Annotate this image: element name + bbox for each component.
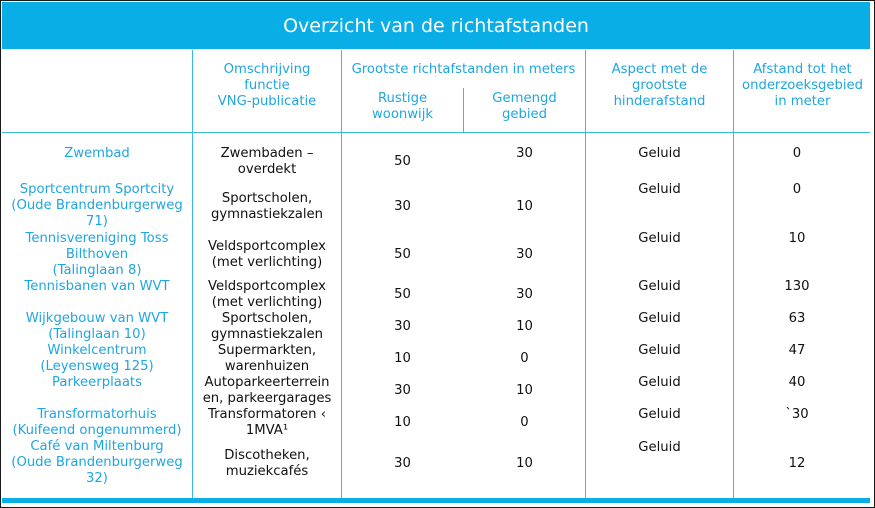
function-description: Supermarkten, warenhuizen bbox=[217, 343, 317, 374]
location-name: Winkelcentrum (Leyensweg 125) bbox=[40, 343, 154, 374]
aspect-value: Geluid bbox=[638, 182, 681, 197]
aspect-value: Geluid bbox=[638, 343, 681, 358]
header-quiet-residential: Rustige woonwijk bbox=[371, 91, 434, 122]
function-description: Autoparkeerterrein en, parkeergarages bbox=[202, 375, 332, 406]
function-description: Sportscholen, gymnastiekzalen bbox=[210, 311, 324, 342]
header-divider bbox=[2, 132, 870, 133]
function-description: Transformatoren ‹ 1MVA¹ bbox=[208, 407, 326, 438]
divider bbox=[733, 50, 734, 498]
quiet-distance: 50 bbox=[394, 247, 411, 262]
mixed-distance: 10 bbox=[516, 456, 533, 471]
mixed-distance: 30 bbox=[516, 146, 533, 161]
header-largest-distances: Grootste richtafstanden in meters bbox=[351, 62, 576, 77]
location-name: Café van Miltenburg (Oude Brandenburgerw… bbox=[11, 439, 183, 486]
quiet-distance: 50 bbox=[394, 287, 411, 302]
header-mixed-area: Gemengd gebied bbox=[492, 91, 557, 122]
aspect-value: Geluid bbox=[638, 311, 681, 326]
aspect-value: Geluid bbox=[638, 279, 681, 294]
mixed-distance: 0 bbox=[520, 415, 529, 430]
header-description: Omschrijving functie VNG-publicatie bbox=[217, 62, 317, 109]
mixed-distance: 10 bbox=[516, 199, 533, 214]
function-description: Discotheken, muziekcafés bbox=[224, 448, 310, 479]
quiet-distance: 10 bbox=[394, 415, 411, 430]
bottom-bar bbox=[2, 498, 870, 503]
mixed-distance: 30 bbox=[516, 247, 533, 262]
divider bbox=[585, 50, 586, 498]
mixed-distance: 10 bbox=[516, 319, 533, 334]
quiet-distance: 30 bbox=[394, 383, 411, 398]
aspect-value: Geluid bbox=[638, 231, 681, 246]
header-distance: Afstand tot het onderzoeksgebied in mete… bbox=[742, 62, 863, 109]
location-name: Parkeerplaats bbox=[52, 375, 142, 390]
function-description: Zwembaden – overdekt bbox=[220, 146, 314, 177]
divider bbox=[192, 50, 193, 498]
distance-value: 12 bbox=[788, 456, 806, 471]
quiet-distance: 30 bbox=[394, 319, 411, 334]
mixed-distance: 0 bbox=[520, 351, 529, 366]
aspect-value: Geluid bbox=[638, 440, 681, 455]
distance-value: 63 bbox=[788, 311, 806, 326]
distance-value: 40 bbox=[788, 375, 806, 390]
distance-value: 0 bbox=[792, 146, 802, 161]
table-title: Overzicht van de richtafstanden bbox=[2, 2, 870, 49]
location-name: Tennisvereniging Toss Bilthoven (Talingl… bbox=[25, 231, 169, 278]
aspect-value: Geluid bbox=[638, 146, 681, 161]
function-description: Sportscholen, gymnastiekzalen bbox=[210, 191, 324, 222]
location-name: Zwembad bbox=[64, 146, 130, 161]
header-aspect: Aspect met de grootste hinderafstand bbox=[611, 62, 708, 109]
quiet-distance: 50 bbox=[394, 154, 411, 169]
aspect-value: Geluid bbox=[638, 375, 681, 390]
mixed-distance: 30 bbox=[516, 287, 533, 302]
location-name: Sportcentrum Sportcity (Oude Brandenburg… bbox=[11, 182, 183, 229]
function-description: Veldsportcomplex (met verlichting) bbox=[208, 239, 326, 270]
quiet-distance: 30 bbox=[394, 199, 411, 214]
mixed-distance: 10 bbox=[516, 383, 533, 398]
divider bbox=[341, 50, 342, 498]
quiet-distance: 30 bbox=[394, 456, 411, 471]
divider bbox=[463, 88, 464, 132]
distance-value: 47 bbox=[788, 343, 806, 358]
aspect-value: Geluid bbox=[638, 407, 681, 422]
quiet-distance: 10 bbox=[394, 351, 411, 366]
distance-value: `30 bbox=[785, 407, 809, 422]
location-name: Transformatorhuis (Kuifeend ongenummerd) bbox=[12, 407, 182, 438]
function-description: Veldsportcomplex (met verlichting) bbox=[208, 279, 326, 310]
distance-value: 0 bbox=[792, 182, 802, 197]
location-name: Tennisbanen van WVT bbox=[24, 279, 170, 294]
distance-value: 10 bbox=[788, 231, 806, 246]
location-name: Wijkgebouw van WVT (Talinglaan 10) bbox=[25, 311, 169, 342]
distance-value: 130 bbox=[784, 279, 810, 294]
